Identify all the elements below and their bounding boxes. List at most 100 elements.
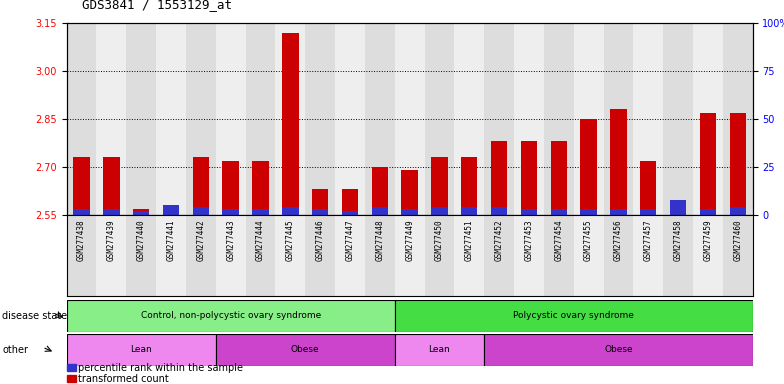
Bar (610, 109, 626, 215)
Bar (455, 23, 485, 215)
Bar (67, 23, 96, 215)
Bar (74, 209, 89, 215)
Bar (335, 215, 365, 296)
Text: GSM277455: GSM277455 (584, 219, 593, 261)
Bar (431, 207, 448, 215)
Bar (193, 157, 209, 215)
Text: GSM277447: GSM277447 (346, 219, 354, 261)
Bar (663, 215, 693, 296)
Bar (163, 212, 180, 215)
Bar (312, 209, 328, 215)
Text: GSM277459: GSM277459 (703, 219, 713, 261)
Bar (580, 119, 597, 215)
Bar (245, 23, 275, 215)
Bar (275, 215, 305, 296)
Bar (580, 209, 597, 215)
Bar (335, 23, 365, 215)
Bar (394, 215, 425, 296)
Bar (640, 209, 656, 215)
Bar (67, 334, 216, 366)
Bar (216, 23, 245, 215)
Text: GDS3841 / 1553129_at: GDS3841 / 1553129_at (82, 0, 232, 12)
Bar (156, 23, 186, 215)
Bar (103, 209, 120, 215)
Bar (491, 141, 507, 215)
Bar (401, 209, 418, 215)
Bar (394, 23, 425, 215)
Bar (693, 23, 723, 215)
Bar (461, 157, 477, 215)
Text: Lean: Lean (429, 345, 450, 354)
Text: other: other (2, 345, 28, 355)
Bar (521, 209, 537, 215)
Bar (394, 334, 485, 366)
Bar (342, 189, 358, 215)
Bar (401, 170, 418, 215)
Bar (730, 113, 746, 215)
Bar (633, 215, 663, 296)
Bar (342, 211, 358, 215)
Bar (604, 215, 633, 296)
Bar (699, 209, 716, 215)
Bar (640, 161, 656, 215)
Bar (670, 212, 686, 215)
Text: GSM277457: GSM277457 (644, 219, 653, 261)
Text: GSM277440: GSM277440 (136, 219, 146, 261)
Bar (252, 161, 269, 215)
Text: GSM277446: GSM277446 (316, 219, 325, 261)
Bar (223, 209, 239, 215)
Bar (550, 141, 567, 215)
Text: Polycystic ovary syndrome: Polycystic ovary syndrome (514, 311, 634, 320)
Bar (133, 211, 150, 215)
Text: GSM277458: GSM277458 (673, 219, 683, 261)
Bar (604, 23, 633, 215)
Bar (216, 334, 394, 366)
Text: GSM277449: GSM277449 (405, 219, 414, 261)
Bar (574, 23, 604, 215)
Bar (372, 207, 388, 215)
Text: GSM277453: GSM277453 (524, 219, 533, 261)
Bar (365, 215, 394, 296)
Text: Control, non-polycystic ovary syndrome: Control, non-polycystic ovary syndrome (140, 311, 321, 320)
Text: GSM277456: GSM277456 (614, 219, 623, 261)
Text: GSM277460: GSM277460 (733, 219, 742, 261)
Bar (425, 215, 455, 296)
Bar (275, 23, 305, 215)
Bar (312, 189, 328, 215)
Bar (252, 209, 269, 215)
Bar (485, 23, 514, 215)
Bar (126, 23, 156, 215)
Bar (431, 157, 448, 215)
Bar (126, 215, 156, 296)
Bar (455, 215, 485, 296)
Text: GSM277444: GSM277444 (256, 219, 265, 261)
Bar (544, 215, 574, 296)
Bar (245, 215, 275, 296)
Bar (394, 300, 753, 332)
Bar (96, 215, 126, 296)
Bar (103, 157, 120, 215)
Bar (521, 141, 537, 215)
Bar (282, 207, 299, 215)
Bar (723, 215, 753, 296)
Bar (163, 205, 180, 215)
Text: GSM277442: GSM277442 (196, 219, 205, 261)
Bar (156, 215, 186, 296)
Text: GSM277448: GSM277448 (376, 219, 384, 261)
Bar (67, 300, 394, 332)
Bar (485, 215, 514, 296)
Text: Lean: Lean (130, 345, 152, 354)
Text: Obese: Obese (291, 345, 320, 354)
Text: Obese: Obese (604, 345, 633, 354)
Bar (514, 23, 544, 215)
Bar (633, 23, 663, 215)
Bar (670, 200, 686, 215)
Bar (514, 215, 544, 296)
Bar (610, 209, 626, 215)
Text: GSM277445: GSM277445 (286, 219, 295, 261)
Bar (372, 167, 388, 215)
Text: GSM277439: GSM277439 (107, 219, 116, 261)
Bar (485, 334, 753, 366)
Bar (186, 215, 216, 296)
Text: GSM277451: GSM277451 (465, 219, 474, 261)
